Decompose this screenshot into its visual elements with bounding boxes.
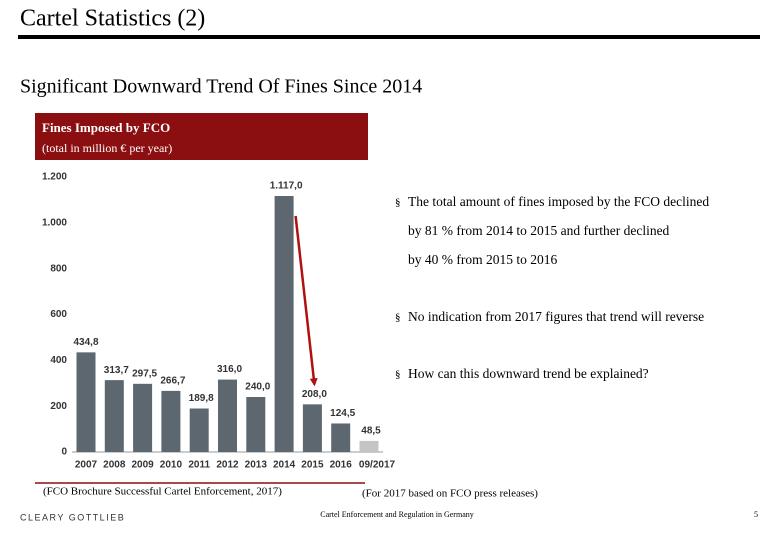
footer-page: 5 (754, 510, 758, 519)
bullet-marker: § (395, 369, 401, 381)
chart-title: Fines Imposed by FCO (42, 120, 170, 135)
bar (302, 404, 322, 452)
value-label: 48,5 (361, 426, 381, 437)
x-tick-label: 09/2017 (359, 460, 396, 471)
x-tick-label: 2016 (330, 460, 353, 471)
chart-subtitle: (total in million € per year) (42, 141, 172, 155)
bullet-text: How can this downward trend be explained… (408, 366, 649, 381)
slide-title: Cartel Statistics (2) (20, 6, 205, 32)
value-label: 240,0 (245, 382, 270, 393)
value-label: 316,0 (217, 364, 242, 375)
value-label: 208,0 (302, 389, 327, 400)
value-label: 434,8 (73, 337, 98, 348)
value-label: 124,5 (330, 408, 355, 419)
bar (246, 397, 266, 452)
x-tick-label: 2010 (160, 460, 183, 471)
bar (161, 390, 181, 452)
value-label: 313,7 (104, 365, 129, 376)
x-tick-label: 2008 (103, 460, 126, 471)
x-tick-label: 2009 (131, 460, 154, 471)
bullet-text: by 40 % from 2015 to 2016 (408, 252, 557, 267)
footer-brand: CLEARY GOTTLIEB (20, 512, 125, 522)
bar (104, 380, 124, 452)
trend-arrow (294, 215, 318, 387)
bullet-marker: § (395, 312, 401, 324)
y-tick-label: 1.200 (42, 172, 67, 183)
value-label: 266,7 (160, 376, 185, 387)
x-tick-label: 2013 (245, 460, 268, 471)
value-label: 189,8 (189, 393, 214, 404)
y-tick-label: 800 (50, 263, 67, 274)
y-tick-label: 0 (61, 447, 67, 458)
x-tick-label: 2015 (301, 460, 324, 471)
bar (189, 408, 209, 452)
y-tick-label: 1.000 (42, 217, 67, 228)
value-label: 297,5 (132, 368, 157, 379)
bullet-text: No indication from 2017 figures that tre… (408, 309, 704, 324)
bar (274, 196, 294, 452)
source-right: (For 2017 based on FCO press releases) (362, 488, 538, 500)
footer-center: Cartel Enforcement and Regulation in Ger… (320, 510, 474, 519)
x-tick-label: 2014 (273, 460, 296, 471)
bullet-marker: § (395, 197, 401, 209)
x-tick-label: 2012 (216, 460, 239, 471)
x-tick-label: 2007 (75, 460, 98, 471)
bar (133, 383, 153, 452)
source-left: (FCO Brochure Successful Cartel Enforcem… (43, 486, 282, 498)
bullet-text: The total amount of fines imposed by the… (408, 194, 709, 209)
bar (218, 379, 237, 452)
slide-subtitle: Significant Downward Trend Of Fines Sinc… (20, 76, 422, 98)
x-tick-label: 2011 (188, 460, 210, 471)
bullet-text: by 81 % from 2014 to 2015 and further de… (408, 223, 670, 238)
chart-header-box (35, 113, 368, 160)
y-tick-label: 400 (50, 355, 67, 366)
y-tick-label: 600 (50, 309, 67, 320)
bar (331, 423, 351, 452)
bar (76, 352, 96, 452)
value-label: 1.117,0 (270, 181, 303, 192)
y-tick-label: 200 (50, 401, 67, 412)
bar (359, 440, 379, 452)
